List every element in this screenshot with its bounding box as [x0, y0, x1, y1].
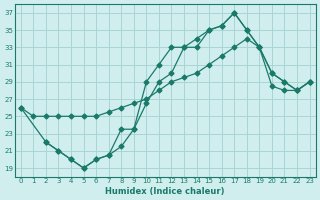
X-axis label: Humidex (Indice chaleur): Humidex (Indice chaleur)	[106, 187, 225, 196]
